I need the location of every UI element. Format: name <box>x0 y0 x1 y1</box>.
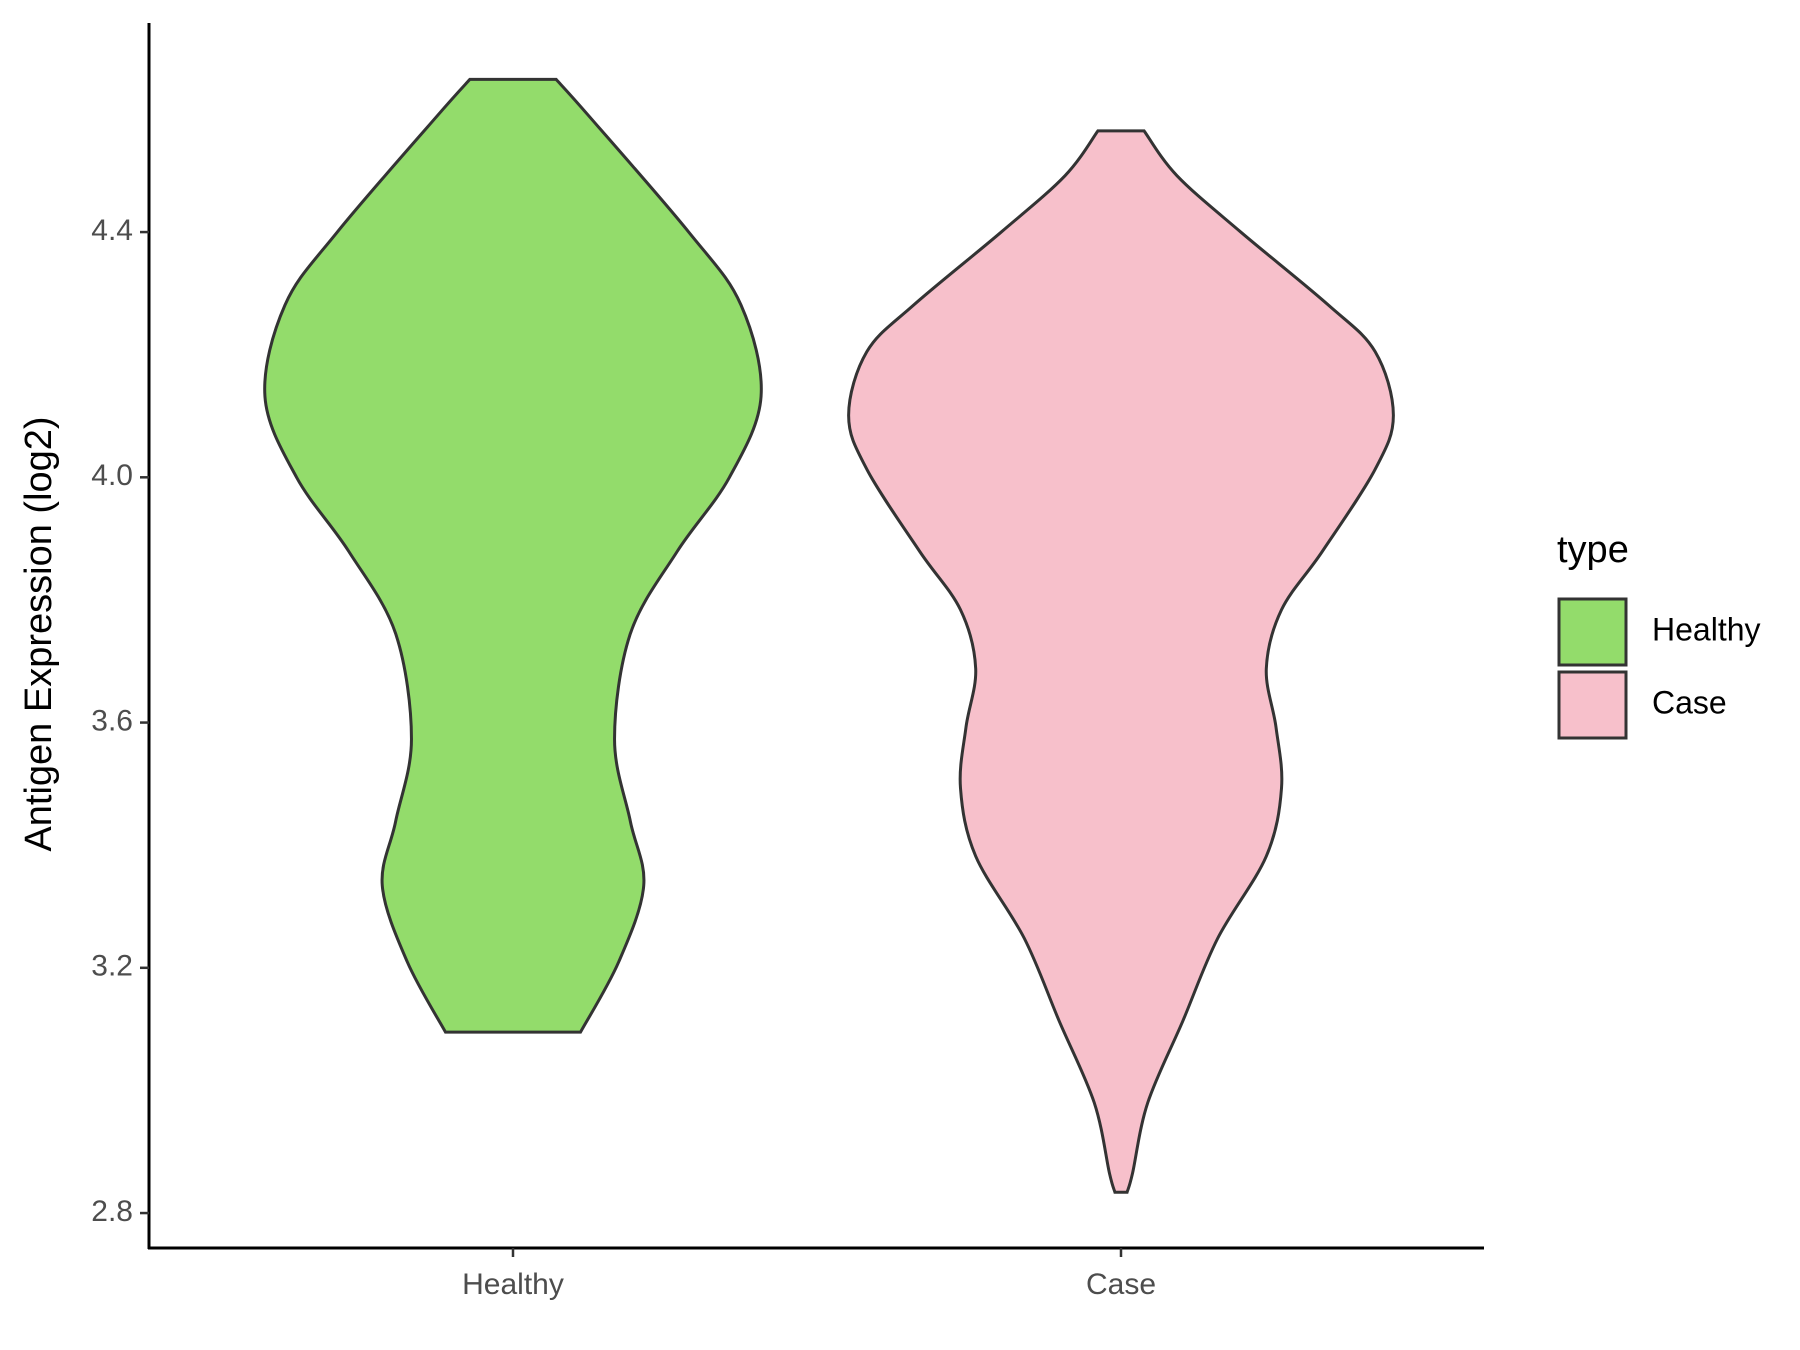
legend-key <box>1557 670 1628 740</box>
y-tick-label: 4.0 <box>91 459 133 492</box>
legend-label: Case <box>1652 684 1727 720</box>
y-tick-label: 3.6 <box>91 704 133 737</box>
violin <box>847 129 1395 1194</box>
legend-key <box>1557 597 1628 667</box>
x-tick-label: Healthy <box>462 1268 564 1301</box>
legend-title: type <box>1557 529 1629 571</box>
y-tick-label: 3.2 <box>91 950 133 983</box>
y-axis-title: Antigen Expression (log2) <box>18 416 60 851</box>
y-tick-label: 4.4 <box>91 214 133 247</box>
violin <box>263 77 763 1034</box>
y-tick-label: 2.8 <box>91 1195 133 1228</box>
x-tick-label: Case <box>1086 1268 1156 1301</box>
legend-label: Healthy <box>1652 611 1761 647</box>
